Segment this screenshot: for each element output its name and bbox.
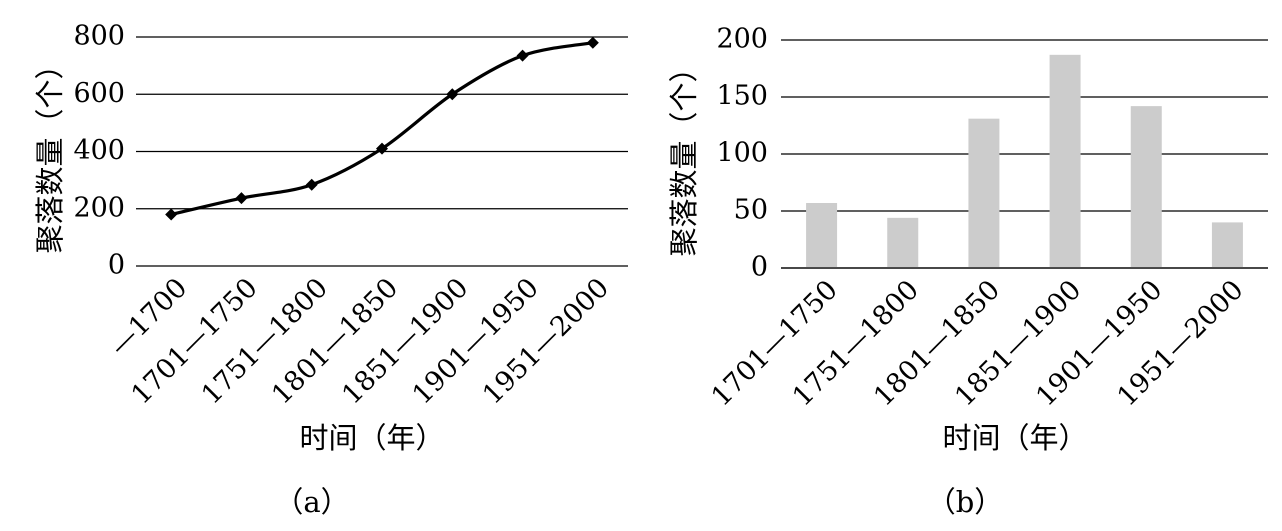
chart-b-caption: （b） bbox=[927, 485, 1004, 519]
chart-a-x-axis-label: 时间（年） bbox=[299, 421, 444, 455]
data-point-marker bbox=[305, 178, 318, 191]
y-tick-label: 400 bbox=[73, 135, 125, 166]
data-point-marker bbox=[165, 208, 178, 221]
bar bbox=[1130, 106, 1162, 269]
bar bbox=[968, 118, 1000, 268]
chart-a-line: 0 200 400 600 800 —17001701—17501751—1800180… bbox=[33, 21, 628, 519]
chart-b-gridlines bbox=[781, 39, 1268, 269]
bar bbox=[806, 203, 838, 268]
chart-b-x-ticks: 1701—17501751—18001801—18501851—19001901… bbox=[706, 274, 1250, 412]
y-tick-label: 200 bbox=[73, 192, 125, 223]
y-tick-label: 800 bbox=[73, 21, 125, 52]
chart-a-y-ticks: 0 200 400 600 800 bbox=[73, 21, 125, 281]
chart-a-y-axis-label: 聚落数量（个） bbox=[33, 50, 67, 253]
chart-b-series bbox=[781, 54, 1268, 269]
data-point-marker bbox=[516, 49, 529, 62]
chart-a-x-ticks: —17001701—17501751—18001801—18501851—190… bbox=[104, 272, 615, 410]
y-tick-label: 50 bbox=[734, 195, 768, 226]
bar bbox=[1049, 54, 1081, 268]
data-point-marker bbox=[586, 36, 599, 49]
chart-b-y-axis-label: 聚落数量（个） bbox=[667, 53, 701, 256]
chart-b-y-ticks: 0 50 100 150 200 bbox=[716, 24, 768, 283]
chart-b-x-axis-label: 时间（年） bbox=[942, 421, 1087, 455]
series-line bbox=[170, 41, 594, 217]
y-tick-label: 100 bbox=[716, 138, 768, 169]
data-point-marker bbox=[376, 142, 388, 155]
y-tick-label: 150 bbox=[716, 81, 768, 112]
y-tick-label: 600 bbox=[73, 78, 125, 109]
y-tick-label: 0 bbox=[751, 252, 768, 283]
bar bbox=[887, 217, 919, 268]
chart-a-series bbox=[165, 36, 599, 221]
chart-a-caption: （a） bbox=[274, 485, 349, 519]
data-point-marker bbox=[446, 88, 459, 101]
bar bbox=[1211, 222, 1243, 268]
chart-b-bar: 0 50 100 150 200 1701—17501751—18001801—1850… bbox=[667, 24, 1268, 519]
y-tick-label: 0 bbox=[108, 250, 125, 281]
data-point-marker bbox=[235, 192, 248, 205]
y-tick-label: 200 bbox=[716, 24, 768, 55]
